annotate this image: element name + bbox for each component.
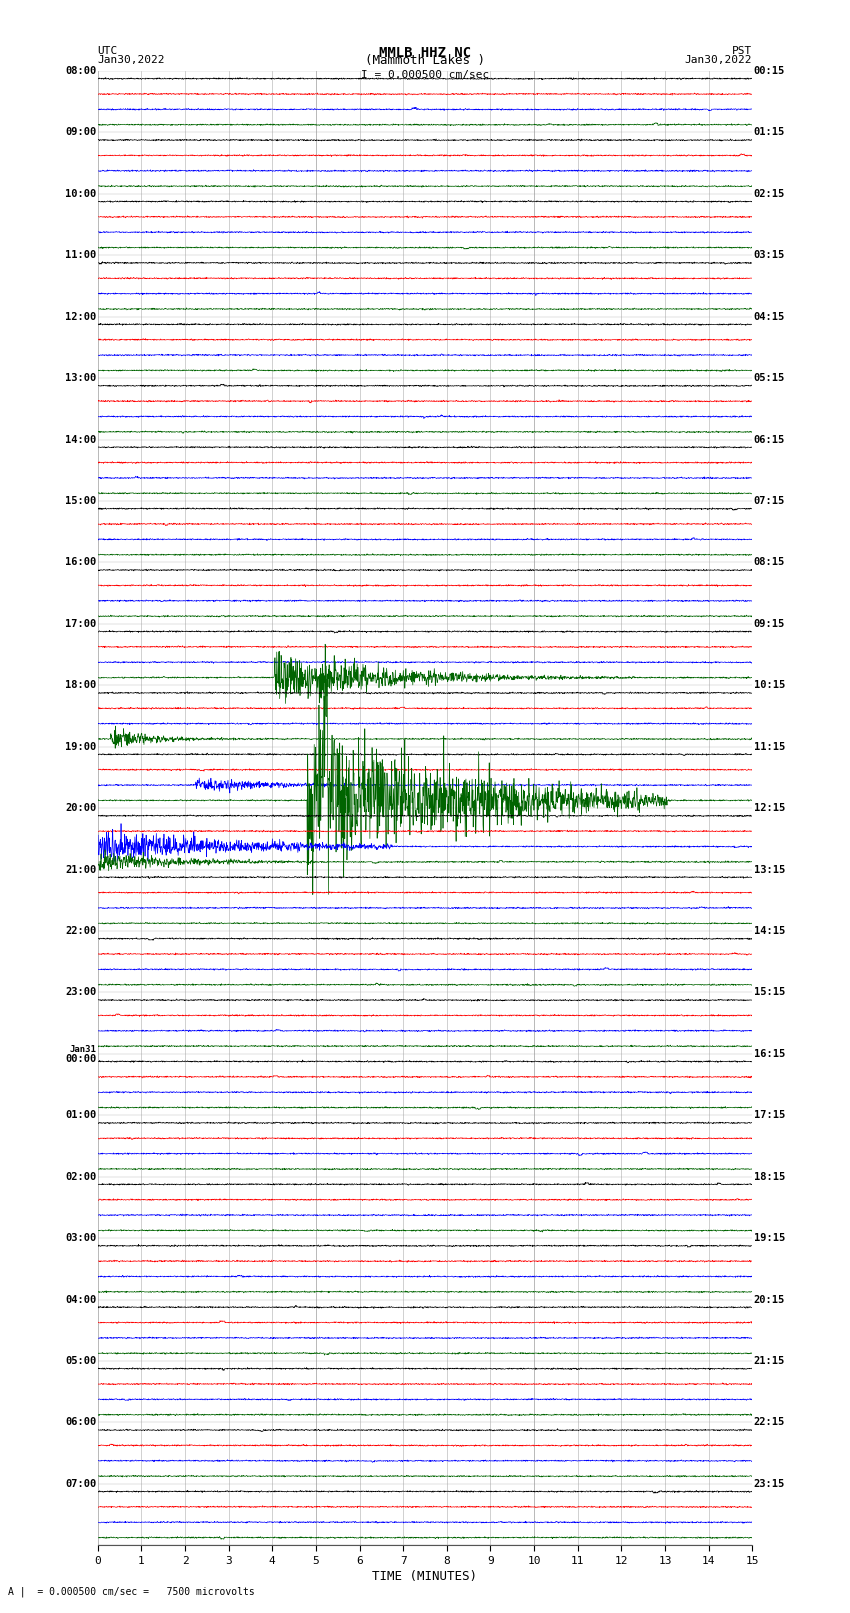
Text: MMLB HHZ NC: MMLB HHZ NC (379, 47, 471, 60)
Text: 12:15: 12:15 (754, 803, 785, 813)
Text: 16:00: 16:00 (65, 558, 96, 568)
Text: 08:00: 08:00 (65, 66, 96, 76)
Text: Jan30,2022: Jan30,2022 (685, 55, 752, 65)
Text: 15:15: 15:15 (754, 987, 785, 997)
Text: 12:00: 12:00 (65, 311, 96, 321)
Text: 09:15: 09:15 (754, 619, 785, 629)
Text: 11:15: 11:15 (754, 742, 785, 752)
Text: Jan30,2022: Jan30,2022 (98, 55, 165, 65)
Text: 09:00: 09:00 (65, 127, 96, 137)
Text: 03:15: 03:15 (754, 250, 785, 260)
Text: 15:00: 15:00 (65, 495, 96, 506)
Text: 04:15: 04:15 (754, 311, 785, 321)
Text: 19:15: 19:15 (754, 1232, 785, 1244)
Text: 20:15: 20:15 (754, 1295, 785, 1305)
Text: 00:15: 00:15 (754, 66, 785, 76)
Text: 14:15: 14:15 (754, 926, 785, 936)
Text: 01:00: 01:00 (65, 1110, 96, 1121)
Text: 04:00: 04:00 (65, 1295, 96, 1305)
Text: 22:15: 22:15 (754, 1418, 785, 1428)
Text: 23:00: 23:00 (65, 987, 96, 997)
Text: 08:15: 08:15 (754, 558, 785, 568)
Text: A |  = 0.000500 cm/sec =   7500 microvolts: A | = 0.000500 cm/sec = 7500 microvolts (8, 1586, 255, 1597)
X-axis label: TIME (MINUTES): TIME (MINUTES) (372, 1569, 478, 1582)
Text: UTC: UTC (98, 47, 118, 56)
Text: 02:00: 02:00 (65, 1171, 96, 1182)
Text: PST: PST (732, 47, 752, 56)
Text: 17:15: 17:15 (754, 1110, 785, 1121)
Text: 13:15: 13:15 (754, 865, 785, 874)
Text: 11:00: 11:00 (65, 250, 96, 260)
Text: (Mammoth Lakes ): (Mammoth Lakes ) (365, 53, 485, 66)
Text: Jan31: Jan31 (70, 1045, 96, 1053)
Text: 03:00: 03:00 (65, 1232, 96, 1244)
Text: 23:15: 23:15 (754, 1479, 785, 1489)
Text: 22:00: 22:00 (65, 926, 96, 936)
Text: 18:15: 18:15 (754, 1171, 785, 1182)
Text: 13:00: 13:00 (65, 373, 96, 384)
Text: 21:15: 21:15 (754, 1357, 785, 1366)
Text: 14:00: 14:00 (65, 434, 96, 445)
Text: 10:15: 10:15 (754, 681, 785, 690)
Text: 01:15: 01:15 (754, 127, 785, 137)
Text: 00:00: 00:00 (65, 1053, 96, 1065)
Text: 07:00: 07:00 (65, 1479, 96, 1489)
Text: 06:15: 06:15 (754, 434, 785, 445)
Text: I = 0.000500 cm/sec: I = 0.000500 cm/sec (361, 71, 489, 81)
Text: 10:00: 10:00 (65, 189, 96, 198)
Text: 19:00: 19:00 (65, 742, 96, 752)
Text: 05:15: 05:15 (754, 373, 785, 384)
Text: 21:00: 21:00 (65, 865, 96, 874)
Text: 06:00: 06:00 (65, 1418, 96, 1428)
Text: 20:00: 20:00 (65, 803, 96, 813)
Text: 16:15: 16:15 (754, 1048, 785, 1058)
Text: 17:00: 17:00 (65, 619, 96, 629)
Text: 05:00: 05:00 (65, 1357, 96, 1366)
Text: 07:15: 07:15 (754, 495, 785, 506)
Text: 18:00: 18:00 (65, 681, 96, 690)
Text: 02:15: 02:15 (754, 189, 785, 198)
